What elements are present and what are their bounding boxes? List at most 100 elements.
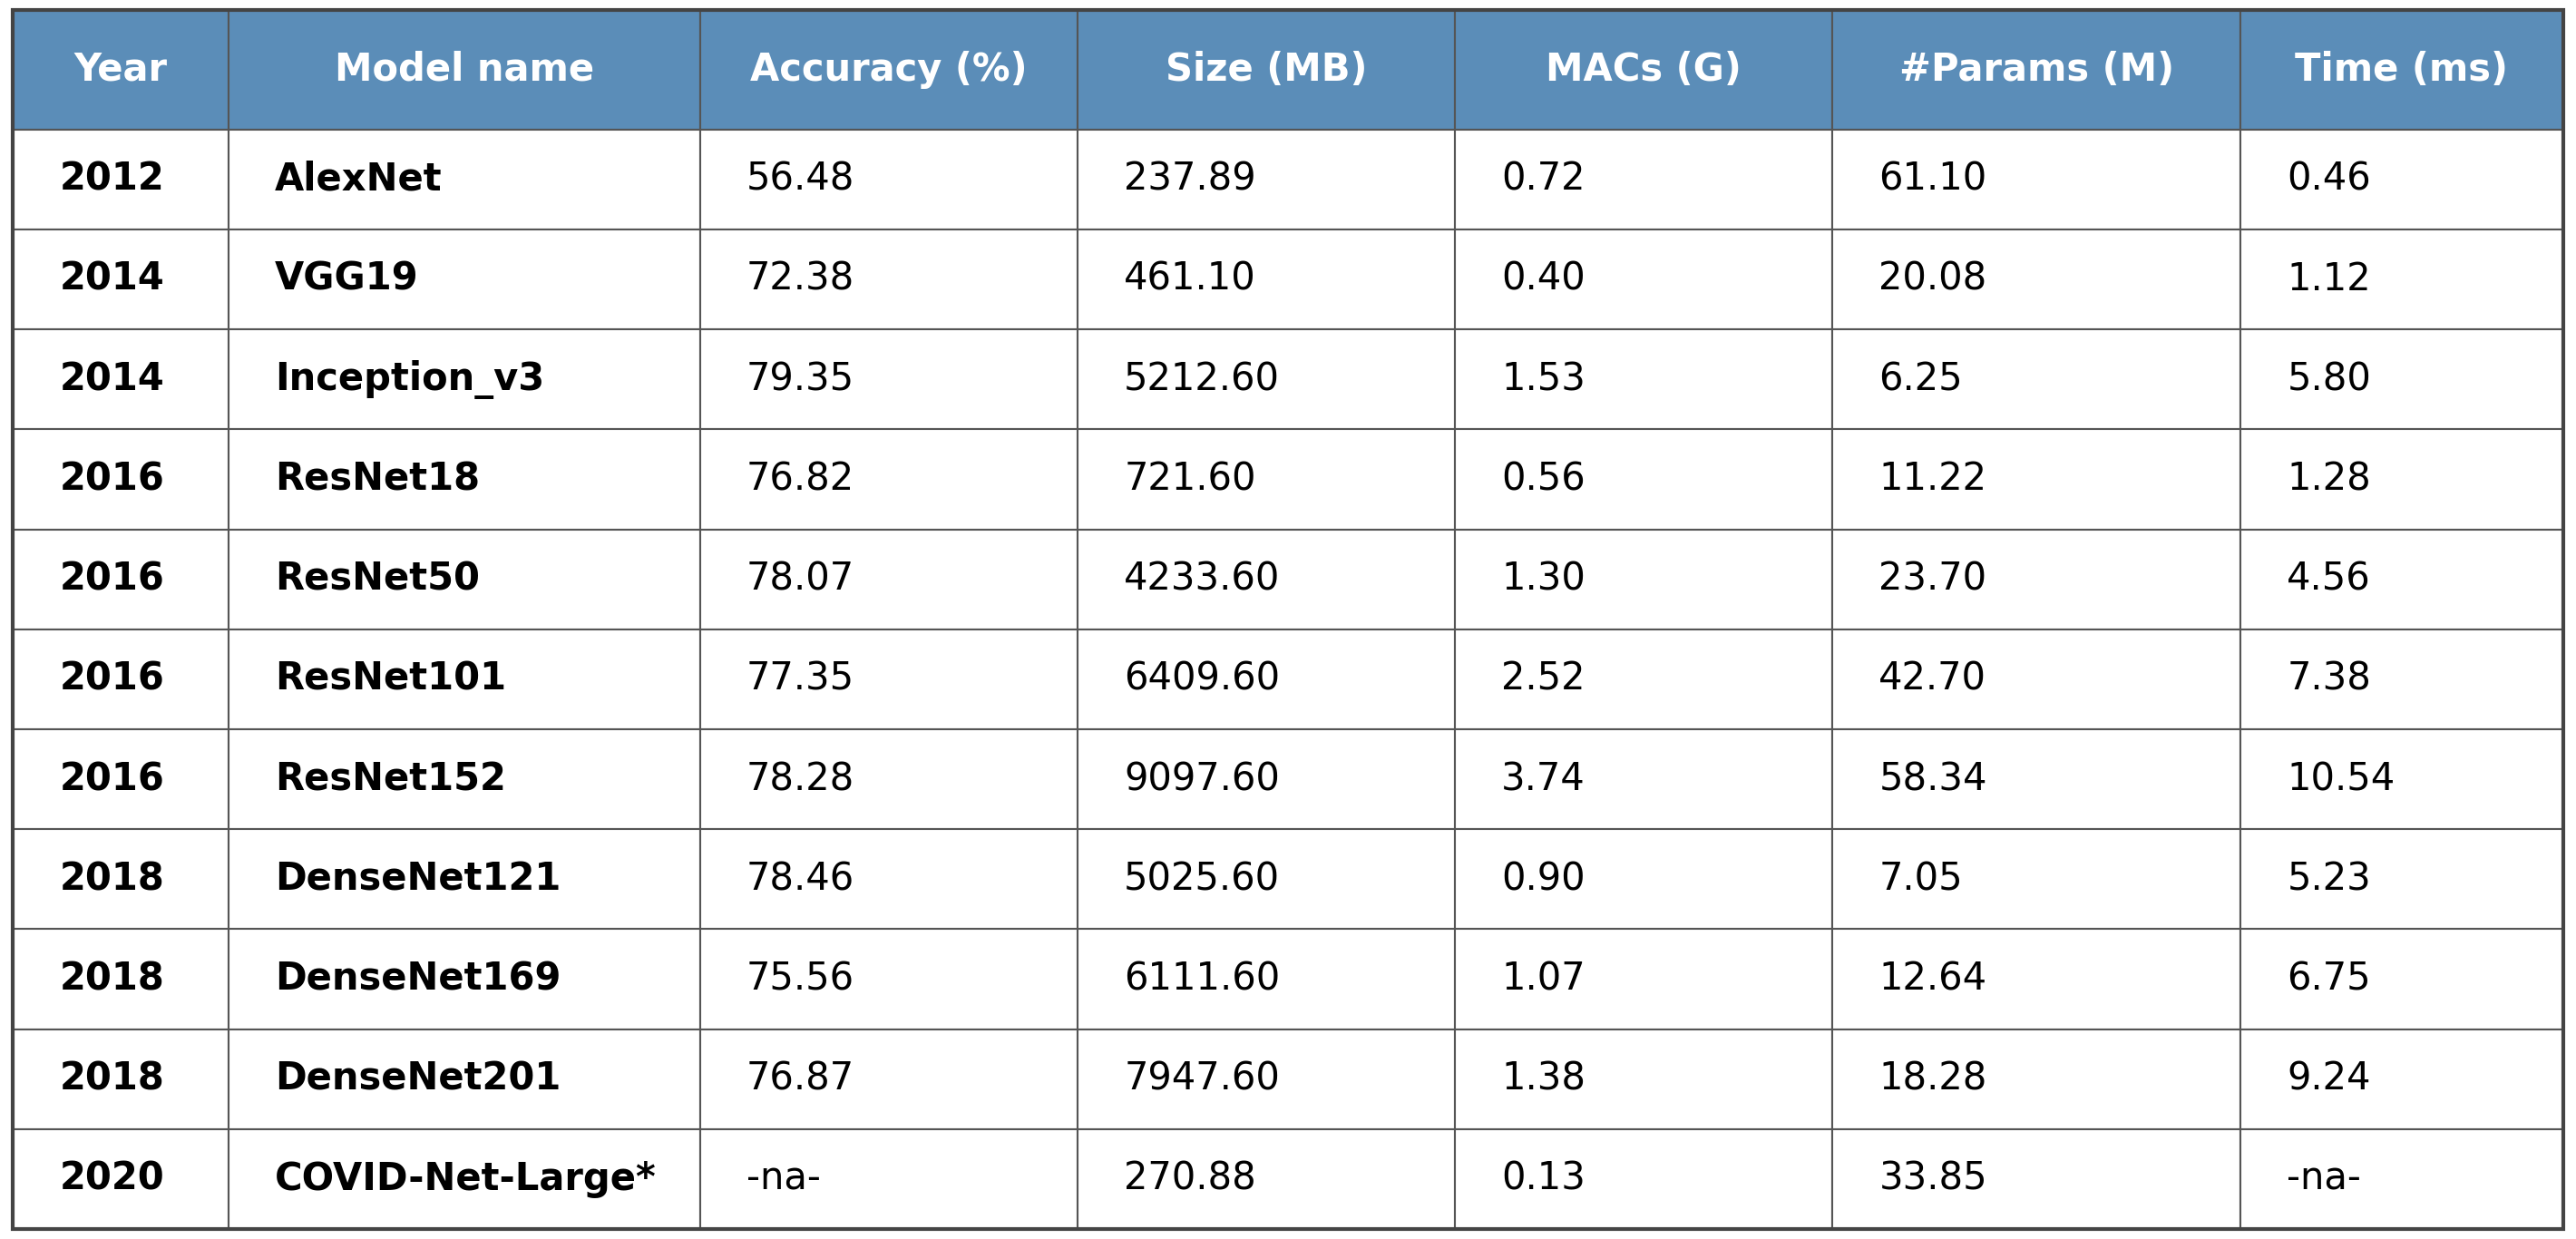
- Bar: [1077, 229, 1455, 330]
- Text: 7.05: 7.05: [1878, 860, 1963, 898]
- Bar: [229, 929, 701, 1030]
- Text: COVID-Net-Large*: COVID-Net-Large*: [276, 1160, 657, 1198]
- Text: 75.56: 75.56: [747, 960, 855, 999]
- Bar: [13, 929, 229, 1030]
- Bar: [1455, 929, 1832, 1030]
- Bar: [2241, 829, 2563, 929]
- Bar: [2241, 429, 2563, 529]
- Bar: [13, 10, 229, 129]
- Bar: [13, 529, 229, 629]
- Bar: [1077, 629, 1455, 730]
- Text: 2018: 2018: [59, 860, 165, 898]
- Bar: [1455, 229, 1832, 330]
- Bar: [229, 330, 701, 429]
- Bar: [1077, 929, 1455, 1030]
- Bar: [229, 229, 701, 330]
- Bar: [229, 129, 701, 229]
- Bar: [2241, 330, 2563, 429]
- Text: 11.22: 11.22: [1878, 460, 1986, 498]
- Bar: [1455, 929, 1832, 1030]
- Bar: [1455, 730, 1832, 829]
- Bar: [1077, 529, 1455, 629]
- Text: 461.10: 461.10: [1123, 260, 1257, 299]
- Text: 20.08: 20.08: [1878, 260, 1986, 299]
- Text: 237.89: 237.89: [1123, 160, 1257, 198]
- Bar: [1832, 229, 2241, 330]
- Bar: [13, 629, 229, 730]
- Bar: [701, 330, 1077, 429]
- Bar: [1077, 629, 1455, 730]
- Bar: [229, 10, 701, 129]
- Bar: [13, 229, 229, 330]
- Bar: [229, 629, 701, 730]
- Text: 2014: 2014: [59, 361, 165, 399]
- Text: ResNet18: ResNet18: [276, 460, 479, 498]
- Bar: [13, 330, 229, 429]
- Bar: [229, 1129, 701, 1229]
- Text: 0.46: 0.46: [2287, 160, 2370, 198]
- Bar: [1832, 1129, 2241, 1229]
- Text: 2018: 2018: [59, 960, 165, 999]
- Bar: [2241, 229, 2563, 330]
- Text: 2020: 2020: [59, 1160, 165, 1198]
- Bar: [13, 730, 229, 829]
- Text: #Params (M): #Params (M): [1899, 51, 2174, 89]
- Text: 4233.60: 4233.60: [1123, 560, 1280, 598]
- Bar: [2241, 529, 2563, 629]
- Text: 2016: 2016: [59, 560, 165, 598]
- Bar: [1832, 129, 2241, 229]
- Text: 2016: 2016: [59, 460, 165, 498]
- Text: 2.52: 2.52: [1502, 660, 1584, 699]
- Bar: [1077, 1030, 1455, 1129]
- Text: 7.38: 7.38: [2287, 660, 2370, 699]
- Bar: [1832, 829, 2241, 929]
- Bar: [1077, 1030, 1455, 1129]
- Bar: [1832, 1030, 2241, 1129]
- Bar: [13, 629, 229, 730]
- Text: 58.34: 58.34: [1878, 761, 1986, 798]
- Bar: [13, 129, 229, 229]
- Text: DenseNet201: DenseNet201: [276, 1061, 562, 1098]
- Bar: [229, 229, 701, 330]
- Bar: [1455, 529, 1832, 629]
- Bar: [701, 10, 1077, 129]
- Bar: [701, 529, 1077, 629]
- Text: 61.10: 61.10: [1878, 160, 1986, 198]
- Text: 2018: 2018: [59, 1061, 165, 1098]
- Bar: [701, 129, 1077, 229]
- Bar: [229, 529, 701, 629]
- Bar: [1832, 629, 2241, 730]
- Bar: [1832, 10, 2241, 129]
- Text: 3.74: 3.74: [1502, 761, 1587, 798]
- Text: Accuracy (%): Accuracy (%): [750, 51, 1028, 89]
- Text: 78.46: 78.46: [747, 860, 855, 898]
- Bar: [229, 129, 701, 229]
- Bar: [1832, 929, 2241, 1030]
- Bar: [1832, 1030, 2241, 1129]
- Text: 5.23: 5.23: [2287, 860, 2370, 898]
- Text: Inception_v3: Inception_v3: [276, 359, 544, 399]
- Text: 6.75: 6.75: [2287, 960, 2370, 999]
- Bar: [1455, 229, 1832, 330]
- Text: 5025.60: 5025.60: [1123, 860, 1280, 898]
- Bar: [701, 629, 1077, 730]
- Bar: [2241, 429, 2563, 529]
- Bar: [1077, 330, 1455, 429]
- Bar: [701, 1129, 1077, 1229]
- Bar: [701, 929, 1077, 1030]
- Bar: [701, 429, 1077, 529]
- Text: ResNet50: ResNet50: [276, 560, 479, 598]
- Text: 2016: 2016: [59, 660, 165, 699]
- Text: 0.13: 0.13: [1502, 1160, 1587, 1198]
- Bar: [2241, 1129, 2563, 1229]
- Text: -na-: -na-: [2287, 1160, 2362, 1198]
- Bar: [2241, 229, 2563, 330]
- Bar: [13, 330, 229, 429]
- Text: 42.70: 42.70: [1878, 660, 1986, 699]
- Text: ResNet101: ResNet101: [276, 660, 505, 699]
- Bar: [1455, 330, 1832, 429]
- Text: AlexNet: AlexNet: [276, 160, 443, 198]
- Bar: [13, 1030, 229, 1129]
- Bar: [2241, 529, 2563, 629]
- Bar: [1832, 529, 2241, 629]
